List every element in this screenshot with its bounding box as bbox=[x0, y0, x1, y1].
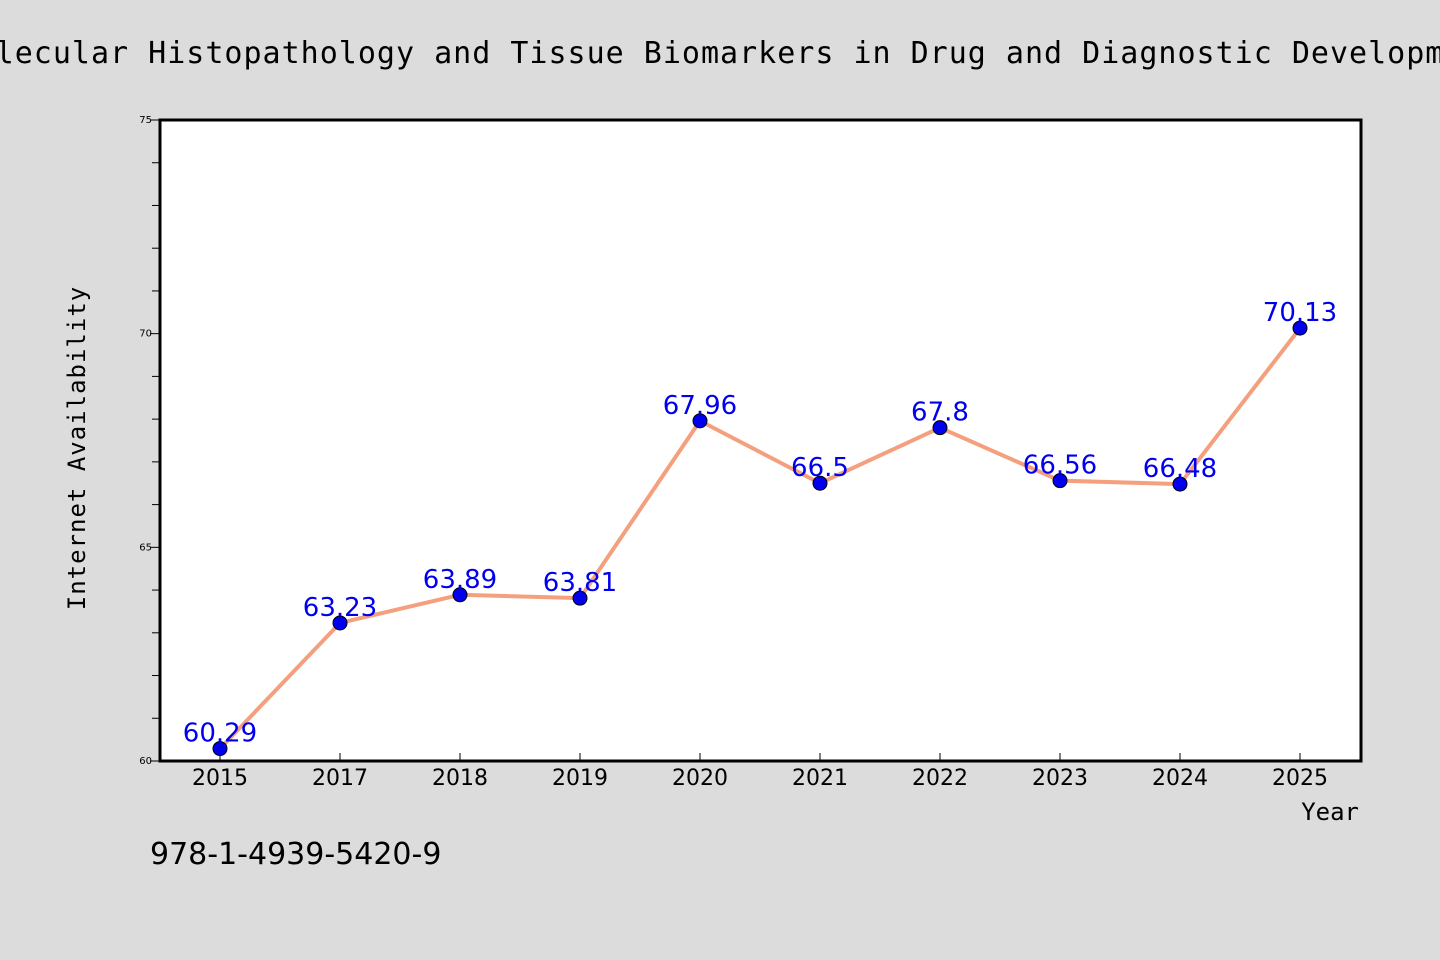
data-point bbox=[1172, 476, 1188, 492]
x-tick-label: 2025 bbox=[1272, 766, 1328, 791]
data-point bbox=[1052, 473, 1068, 489]
data-label: 67.96 bbox=[663, 391, 737, 421]
data-point bbox=[452, 587, 468, 603]
footer-isbn: 978-1-4939-5420-9 bbox=[150, 837, 441, 872]
y-axis: 60 65 70 75 bbox=[139, 115, 160, 767]
data-label: 66.5 bbox=[791, 453, 849, 483]
x-tick-label: 2023 bbox=[1032, 766, 1088, 791]
x-axis: 2015 2017 2018 2019 2020 2021 2022 2023 2024 2025 bbox=[192, 753, 1328, 791]
data-label: 63.23 bbox=[303, 593, 377, 623]
chart-title: Molecular Histopathology and Tissue Biom… bbox=[0, 36, 1440, 71]
data-label: 63.89 bbox=[423, 565, 497, 595]
y-axis-label: Internet Availability bbox=[63, 286, 91, 610]
data-point bbox=[812, 475, 828, 491]
x-tick-label: 2020 bbox=[672, 766, 728, 791]
data-label: 63.81 bbox=[543, 568, 617, 598]
data-label: 66.56 bbox=[1023, 451, 1097, 481]
x-tick-label: 2024 bbox=[1152, 766, 1208, 791]
data-label: 67.8 bbox=[911, 398, 969, 428]
data-label: 70.13 bbox=[1263, 298, 1337, 328]
x-tick-label: 2015 bbox=[192, 766, 248, 791]
y-tick-label: 60 bbox=[139, 756, 152, 767]
plot-area bbox=[160, 120, 1361, 761]
x-tick-label: 2018 bbox=[432, 766, 488, 791]
y-tick-label: 65 bbox=[139, 542, 152, 553]
x-tick-label: 2017 bbox=[312, 766, 368, 791]
x-tick-label: 2021 bbox=[792, 766, 848, 791]
data-label: 60.29 bbox=[183, 719, 257, 749]
series-line bbox=[218, 326, 1302, 751]
plot-frame bbox=[158, 118, 1363, 763]
data-point bbox=[692, 413, 708, 429]
x-axis-label: Year bbox=[1301, 798, 1359, 826]
y-tick-label: 70 bbox=[139, 329, 152, 340]
data-point bbox=[212, 741, 228, 757]
data-point bbox=[1292, 320, 1308, 336]
data-point bbox=[932, 420, 948, 436]
data-point bbox=[572, 590, 588, 606]
data-label: 66.48 bbox=[1143, 454, 1217, 484]
data-point bbox=[332, 615, 348, 631]
y-tick-label: 75 bbox=[139, 115, 152, 126]
x-tick-label: 2022 bbox=[912, 766, 968, 791]
x-tick-label: 2019 bbox=[552, 766, 608, 791]
series-group: 60.29 63.23 63.89 63.81 67.96 66.5 67.8 66.56 66… bbox=[183, 298, 1337, 757]
